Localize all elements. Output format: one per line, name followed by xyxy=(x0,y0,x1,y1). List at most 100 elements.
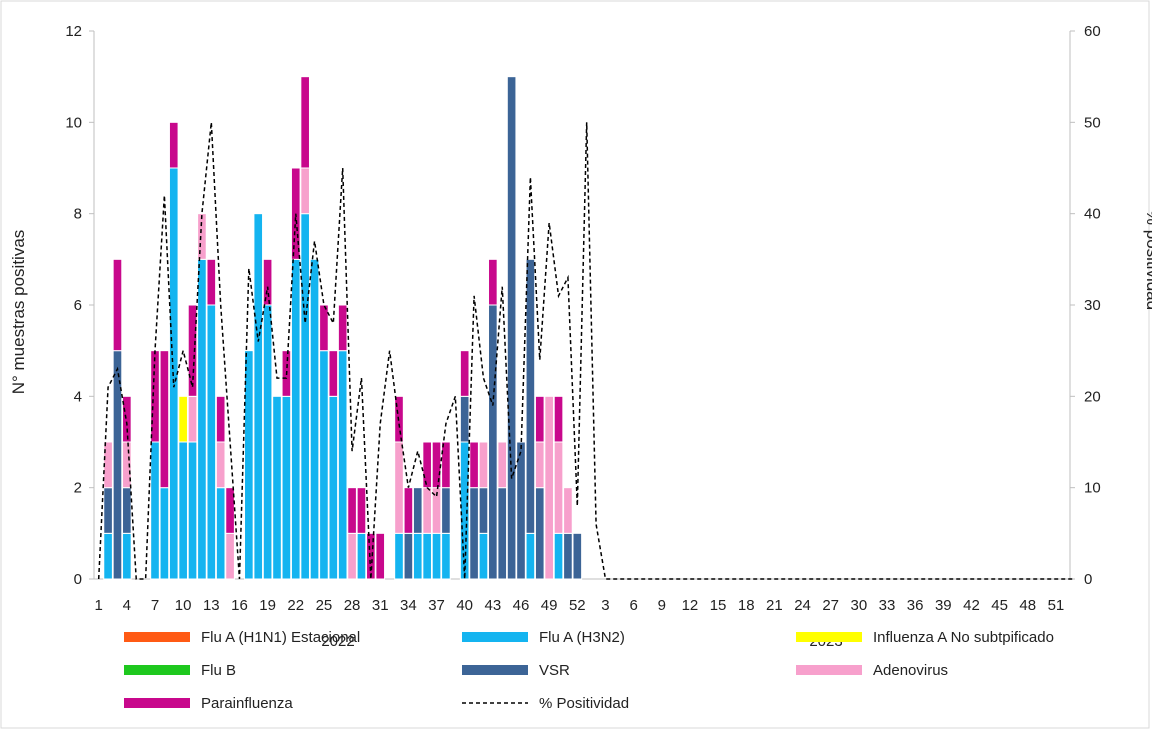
year-group-label: 2022 xyxy=(321,633,354,650)
bar-segment xyxy=(525,532,536,580)
bar-segment xyxy=(534,395,545,443)
legend-item: Flu A (H1N1) Estacional xyxy=(124,629,360,646)
bar-segment xyxy=(441,532,451,580)
bar-segment xyxy=(262,258,273,306)
x-tick-label: 39 xyxy=(935,597,952,614)
bar-segment xyxy=(534,441,545,489)
legend-swatch xyxy=(124,698,190,708)
bar-segment xyxy=(225,532,235,580)
bar-segment xyxy=(375,532,386,580)
legend-item: VSR xyxy=(462,662,570,679)
legend-swatch xyxy=(124,665,190,675)
bar-segment xyxy=(422,532,432,580)
bar-segment xyxy=(356,532,367,580)
bar-segment xyxy=(469,487,479,580)
bar-segment xyxy=(478,441,489,489)
x-tick-label: 21 xyxy=(766,597,783,614)
x-tick-label: 6 xyxy=(629,597,637,614)
bar-segment xyxy=(112,350,123,580)
bar-segment xyxy=(553,395,564,443)
x-tick-label: 36 xyxy=(907,597,924,614)
x-tick-label: 51 xyxy=(1048,597,1065,614)
legend-swatch xyxy=(462,632,528,642)
y2-tick-label: 0 xyxy=(1084,571,1092,588)
bar-segment xyxy=(366,532,376,580)
legend-item: Parainfluenza xyxy=(124,695,293,712)
y-tick-label: 0 xyxy=(74,571,82,588)
bar-segment xyxy=(394,441,404,534)
x-tick-label: 27 xyxy=(822,597,839,614)
bar-segment xyxy=(300,76,310,169)
bar-segment xyxy=(431,532,442,580)
bar-segment xyxy=(422,487,432,534)
x-tick-label: 40 xyxy=(456,597,473,614)
bar-segment xyxy=(328,395,339,580)
y-tick-label: 8 xyxy=(74,206,82,223)
bar-segment xyxy=(441,487,451,534)
x-tick-label: 24 xyxy=(794,597,811,614)
bar-segment xyxy=(516,441,526,580)
bar-segment xyxy=(197,213,207,260)
x-tick-label: 18 xyxy=(738,597,755,614)
y-tick-label: 10 xyxy=(65,114,82,131)
x-tick-label: 45 xyxy=(991,597,1008,614)
bar-segment xyxy=(122,532,132,580)
bar-segment xyxy=(544,395,554,580)
legend-label: Flu A (H1N1) Estacional xyxy=(201,629,360,646)
bar-segment xyxy=(356,487,367,534)
bar-segment xyxy=(563,487,573,534)
x-tick-label: 46 xyxy=(513,597,530,614)
bar-segment xyxy=(262,304,273,580)
x-tick-label: 4 xyxy=(123,597,131,614)
bar-segment xyxy=(572,532,583,580)
bar-segment xyxy=(122,487,132,534)
y-tick-label: 2 xyxy=(74,480,82,497)
bar-segment xyxy=(347,532,357,580)
legend-item: Flu A (H3N2) xyxy=(462,629,625,646)
bar-segment xyxy=(215,487,226,580)
bar-segment xyxy=(488,304,498,580)
x-tick-label: 42 xyxy=(963,597,980,614)
bar-segment xyxy=(187,304,198,397)
bar-segment xyxy=(103,487,113,534)
legend-label: % Positividad xyxy=(539,695,629,712)
y-axis-title: N° muestras positivas xyxy=(9,230,28,395)
bar-segment xyxy=(506,76,517,580)
x-tick-label: 10 xyxy=(175,597,192,614)
y-tick-label: 12 xyxy=(65,23,82,40)
bar-segment xyxy=(553,441,564,534)
x-tick-label: 1 xyxy=(95,597,103,614)
bar-segment xyxy=(206,258,217,306)
x-tick-label: 3 xyxy=(601,597,609,614)
y2-tick-label: 10 xyxy=(1084,480,1101,497)
bar-segment xyxy=(497,487,508,580)
x-tick-label: 16 xyxy=(231,597,248,614)
y2-tick-label: 60 xyxy=(1084,23,1101,40)
legend-label: Adenovirus xyxy=(873,662,948,679)
y-tick-label: 4 xyxy=(74,388,82,405)
x-tick-label: 31 xyxy=(372,597,389,614)
x-tick-label: 34 xyxy=(400,597,417,614)
bar-segment xyxy=(290,258,301,580)
bar-segment xyxy=(103,441,113,489)
bar-segment xyxy=(441,441,451,489)
x-tick-label: 43 xyxy=(485,597,502,614)
bar-segment xyxy=(328,350,339,397)
x-tick-label: 49 xyxy=(541,597,558,614)
legend-label: VSR xyxy=(539,662,570,679)
legend-label: Influenza A No subtpificado xyxy=(873,629,1054,646)
legend-label: Flu B xyxy=(201,662,236,679)
x-tick-label: 25 xyxy=(316,597,333,614)
y2-tick-label: 50 xyxy=(1084,114,1101,131)
bar-segment xyxy=(553,532,564,580)
x-tick-label: 19 xyxy=(259,597,276,614)
bar-segment xyxy=(403,487,414,534)
bar-segment xyxy=(525,258,536,534)
bar-segment xyxy=(159,350,170,489)
x-tick-label: 48 xyxy=(1019,597,1036,614)
legend-swatch xyxy=(462,665,528,675)
x-tick-label: 30 xyxy=(851,597,868,614)
bar-segment xyxy=(459,395,470,443)
legend-item: % Positividad xyxy=(462,695,629,712)
x-tick-label: 22 xyxy=(287,597,304,614)
